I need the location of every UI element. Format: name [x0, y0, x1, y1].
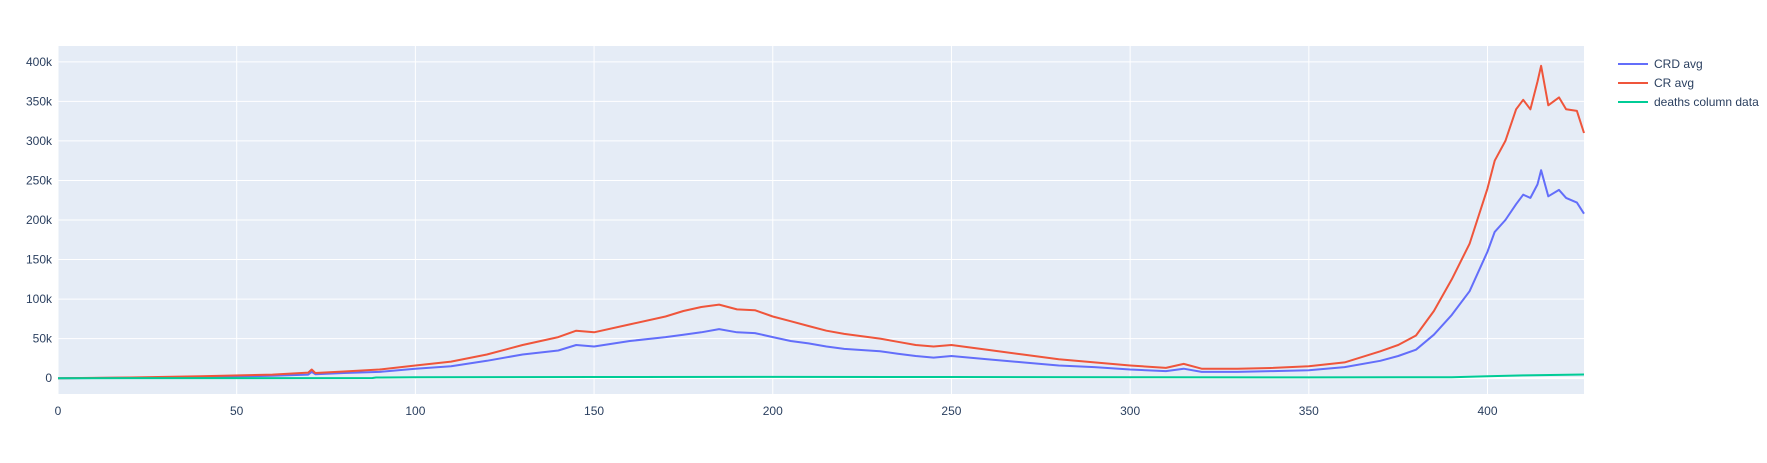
y-tick-label: 300k [26, 134, 53, 148]
series-lines [57, 64, 1585, 380]
x-tick-label: 50 [230, 404, 244, 418]
x-tick-label: 100 [405, 404, 425, 418]
legend-label: CRD avg [1654, 57, 1703, 71]
legend-label: deaths column data [1654, 95, 1759, 109]
legend[interactable]: CRD avg CR avg deaths column data [1618, 57, 1759, 109]
series-line-2 [57, 373, 1585, 380]
y-tick-label: 0 [45, 371, 52, 385]
legend-label: CR avg [1654, 76, 1694, 90]
y-tick-label: 100k [26, 292, 53, 306]
x-axis-ticks: 0 50 100 150 200 250 300 350 400 [55, 404, 1498, 418]
x-tick-label: 400 [1477, 404, 1497, 418]
y-tick-label: 250k [26, 173, 53, 187]
series-line-1 [57, 64, 1585, 380]
y-tick-label: 350k [26, 94, 53, 108]
x-tick-label: 250 [941, 404, 961, 418]
y-axis-ticks: 0 50k 100k 150k 200k 250k 300k 350k 400k [26, 55, 53, 385]
legend-item[interactable]: CR avg [1618, 76, 1694, 90]
y-tick-label: 200k [26, 213, 53, 227]
x-tick-label: 300 [1120, 404, 1140, 418]
x-tick-label: 150 [584, 404, 604, 418]
x-tick-label: 0 [55, 404, 62, 418]
x-tick-label: 200 [763, 404, 783, 418]
y-tick-label: 150k [26, 253, 53, 267]
series-line-0 [57, 169, 1585, 380]
y-tick-label: 400k [26, 55, 53, 69]
legend-item[interactable]: CRD avg [1618, 57, 1703, 71]
x-tick-label: 350 [1299, 404, 1319, 418]
y-tick-label: 50k [33, 332, 53, 346]
legend-item[interactable]: deaths column data [1618, 95, 1759, 109]
